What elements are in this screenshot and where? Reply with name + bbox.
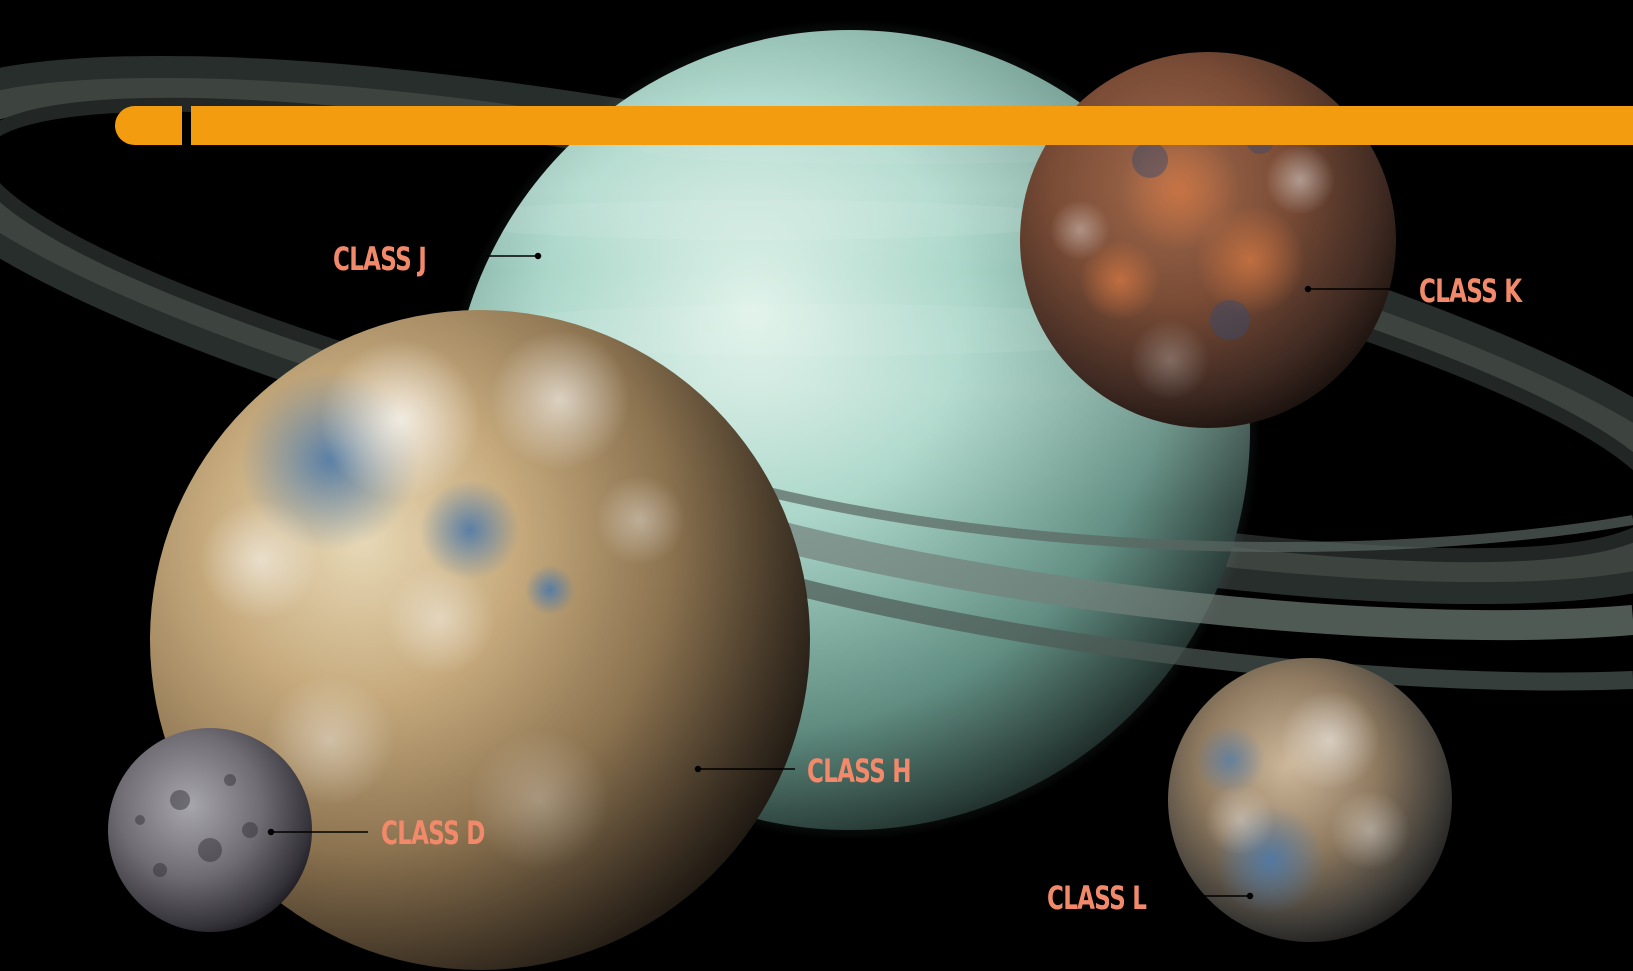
- planet-class-d: [108, 728, 312, 932]
- leader-lines: [267, 252, 1395, 900]
- label-class-l: CLASS L: [1047, 879, 1147, 917]
- label-class-h: CLASS H: [807, 752, 912, 790]
- label-class-k: CLASS K: [1419, 272, 1522, 310]
- ring-front: [697, 485, 1633, 691]
- label-class-d: CLASS D: [381, 814, 485, 852]
- label-class-j: CLASS J: [333, 240, 427, 278]
